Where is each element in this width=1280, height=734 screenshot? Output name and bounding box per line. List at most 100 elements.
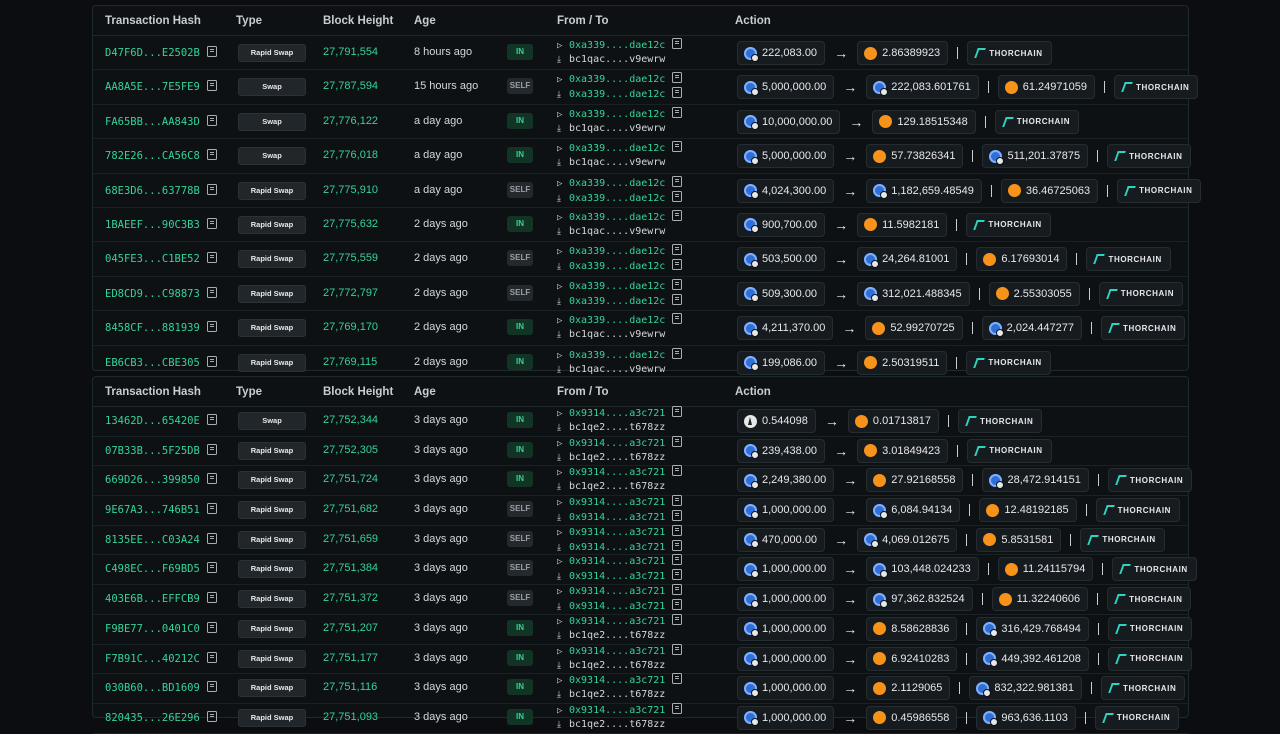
from-address-link[interactable]: 0x9314....a3c721 bbox=[569, 675, 666, 687]
copy-icon[interactable] bbox=[206, 414, 217, 425]
tx-hash-cell[interactable]: 820435...26E296 bbox=[105, 710, 217, 724]
asset-amount[interactable]: 503,500.00 bbox=[737, 247, 826, 272]
asset-amount[interactable]: 832,322.981381 bbox=[969, 676, 1082, 701]
asset-amount[interactable]: 5,000,000.00 bbox=[737, 75, 835, 100]
block-height-link[interactable]: 27,751,177 bbox=[323, 651, 379, 664]
asset-amount[interactable]: 6.17693014 bbox=[976, 247, 1068, 272]
table-row[interactable]: 045FE3...C1BE52 Rapid Swap 27,775,559 2 day… bbox=[93, 242, 1188, 277]
thorchain-badge[interactable]: THORCHAIN bbox=[1095, 498, 1181, 523]
block-height-link[interactable]: 27,751,682 bbox=[323, 503, 379, 516]
thorchain-badge[interactable]: THORCHAIN bbox=[1100, 676, 1186, 701]
asset-amount[interactable]: 28,472.914151 bbox=[982, 468, 1089, 493]
tx-hash-cell[interactable]: AA8A5E...7E5FE9 bbox=[105, 80, 217, 93]
asset-amount[interactable]: 2,024.447277 bbox=[981, 316, 1082, 341]
asset-amount[interactable]: 6.92410283 bbox=[866, 646, 958, 671]
asset-amount[interactable]: 316,429.768494 bbox=[976, 616, 1089, 641]
asset-amount[interactable]: 6,084.94134 bbox=[866, 498, 961, 523]
copy-icon[interactable] bbox=[672, 702, 683, 714]
tx-hash-link[interactable]: 669D26...399850 bbox=[105, 474, 200, 487]
copy-icon[interactable] bbox=[672, 554, 683, 566]
from-address-link[interactable]: 0xa339....dae12c bbox=[569, 143, 666, 155]
asset-amount[interactable]: 11.5982181 bbox=[857, 212, 948, 237]
block-height-link[interactable]: 27,769,115 bbox=[323, 355, 378, 368]
thorchain-badge[interactable]: THORCHAIN bbox=[1107, 646, 1193, 671]
from-address-link[interactable]: 0xa339....dae12c bbox=[569, 349, 666, 361]
thorchain-badge[interactable]: THORCHAIN bbox=[958, 409, 1043, 433]
table-row[interactable]: 13462D...65420E Swap 27,752,344 3 days ago I… bbox=[93, 406, 1188, 437]
asset-amount[interactable]: 449,392.461208 bbox=[976, 646, 1089, 671]
to-address-link[interactable]: bc1qac....v9ewrw bbox=[569, 329, 666, 341]
table-row[interactable]: 1BAEEF...90C3B3 Rapid Swap 27,775,632 2 day… bbox=[93, 208, 1188, 243]
tx-hash-cell[interactable]: 8135EE...C03A24 bbox=[105, 532, 217, 546]
to-address-link[interactable]: bc1qe2....t678zz bbox=[569, 629, 666, 641]
copy-icon[interactable] bbox=[206, 562, 217, 574]
tx-hash-link[interactable]: EB6CB3...CBE305 bbox=[105, 356, 200, 369]
copy-icon[interactable] bbox=[206, 681, 217, 693]
asset-amount[interactable]: 2.50319511 bbox=[857, 350, 948, 375]
asset-amount[interactable]: 2,249,380.00 bbox=[737, 468, 835, 493]
asset-amount[interactable]: 4,024,300.00 bbox=[737, 178, 835, 203]
copy-icon[interactable] bbox=[672, 613, 683, 625]
thorchain-badge[interactable]: THORCHAIN bbox=[966, 350, 1051, 375]
block-height-link[interactable]: 27,769,170 bbox=[323, 321, 379, 334]
table-row[interactable]: 403E6B...EFFCB9 Rapid Swap 27,751,372 3 day… bbox=[93, 584, 1192, 615]
asset-amount[interactable]: 5.8531581 bbox=[976, 527, 1062, 552]
from-address-link[interactable]: 0x9314....a3c721 bbox=[569, 645, 666, 657]
asset-amount[interactable]: 1,000,000.00 bbox=[737, 705, 835, 730]
asset-amount[interactable]: 2.86389923 bbox=[857, 41, 949, 65]
asset-amount[interactable]: 1,000,000.00 bbox=[737, 498, 835, 523]
from-address-link[interactable]: 0xa339....dae12c bbox=[569, 246, 666, 258]
copy-icon[interactable] bbox=[672, 539, 683, 551]
asset-amount[interactable]: 1,000,000.00 bbox=[737, 557, 835, 582]
copy-icon[interactable] bbox=[672, 175, 683, 187]
block-height-link[interactable]: 27,751,372 bbox=[323, 592, 379, 605]
tx-hash-cell[interactable]: C498EC...F69BD5 bbox=[105, 562, 217, 575]
copy-icon[interactable] bbox=[672, 406, 683, 417]
table-row[interactable]: ED8CD9...C98873 Rapid Swap 27,772,797 2 day… bbox=[93, 277, 1188, 312]
from-address-link[interactable]: 0x9314....a3c721 bbox=[569, 556, 666, 568]
from-address-link[interactable]: 0x9314....a3c721 bbox=[569, 704, 666, 716]
block-height-link[interactable]: 27,751,116 bbox=[323, 681, 378, 694]
from-address-link[interactable]: 0x9314....a3c721 bbox=[569, 437, 666, 449]
asset-amount[interactable]: 470,000.00 bbox=[737, 527, 826, 552]
copy-icon[interactable] bbox=[672, 643, 683, 655]
copy-icon[interactable] bbox=[206, 149, 217, 161]
asset-amount[interactable]: 57.73826341 bbox=[866, 144, 964, 169]
copy-icon[interactable] bbox=[672, 673, 683, 685]
asset-amount[interactable]: 239,438.00 bbox=[737, 438, 826, 463]
thorchain-badge[interactable]: THORCHAIN bbox=[967, 41, 1052, 65]
tx-hash-link[interactable]: C498EC...F69BD5 bbox=[105, 563, 200, 576]
tx-hash-link[interactable]: D47F6D...E2502B bbox=[105, 47, 200, 59]
table-row[interactable]: 8458CF...881939 Rapid Swap 27,769,170 2 day… bbox=[93, 311, 1188, 346]
thorchain-badge[interactable]: THORCHAIN bbox=[1098, 281, 1184, 306]
asset-amount[interactable]: 2.55303055 bbox=[988, 281, 1080, 306]
table-row[interactable]: C498EC...F69BD5 Rapid Swap 27,751,384 3 day… bbox=[93, 554, 1197, 586]
block-height-link[interactable]: 27,751,207 bbox=[323, 621, 379, 634]
copy-icon[interactable] bbox=[672, 584, 683, 596]
table-row[interactable]: 9E67A3...746B51 Rapid Swap 27,751,682 3 day… bbox=[93, 495, 1188, 526]
copy-icon[interactable] bbox=[206, 80, 217, 92]
tx-hash-link[interactable]: 045FE3...C1BE52 bbox=[105, 253, 200, 266]
table-row[interactable]: 68E3D6...63778B Rapid Swap 27,775,910 a day… bbox=[93, 174, 1202, 208]
table-row[interactable]: 030B60...BD1609 Rapid Swap 27,751,116 3 day… bbox=[93, 673, 1188, 704]
asset-amount[interactable]: 0.45986558 bbox=[866, 705, 958, 730]
asset-amount[interactable]: 11.24115794 bbox=[997, 557, 1094, 582]
asset-amount[interactable]: 1,000,000.00 bbox=[737, 587, 835, 612]
to-address-link[interactable]: bc1qe2....t678zz bbox=[569, 689, 666, 701]
tx-hash-cell[interactable]: EB6CB3...CBE305 bbox=[105, 355, 217, 369]
copy-icon[interactable] bbox=[672, 313, 683, 325]
from-address-link[interactable]: 0xa339....dae12c bbox=[569, 280, 666, 292]
to-address-link[interactable]: bc1qac....v9ewrw bbox=[569, 122, 666, 134]
to-address-link[interactable]: 0x9314....a3c721 bbox=[569, 571, 666, 583]
copy-icon[interactable] bbox=[206, 710, 217, 722]
tx-hash-cell[interactable]: 9E67A3...746B51 bbox=[105, 503, 217, 516]
to-address-link[interactable]: 0xa339....dae12c bbox=[569, 295, 666, 307]
copy-icon[interactable] bbox=[672, 465, 683, 477]
block-height-link[interactable]: 27,751,659 bbox=[323, 532, 379, 545]
table-row[interactable]: FA65BB...AA843D Swap 27,776,122 a day ago IN… bbox=[93, 105, 1188, 140]
to-address-link[interactable]: 0x9314....a3c721 bbox=[569, 541, 666, 553]
table-row[interactable]: 820435...26E296 Rapid Swap 27,751,093 3 day… bbox=[93, 702, 1188, 734]
thorchain-badge[interactable]: THORCHAIN bbox=[994, 109, 1080, 134]
tx-hash-link[interactable]: 8135EE...C03A24 bbox=[105, 533, 200, 546]
copy-icon[interactable] bbox=[206, 217, 217, 229]
